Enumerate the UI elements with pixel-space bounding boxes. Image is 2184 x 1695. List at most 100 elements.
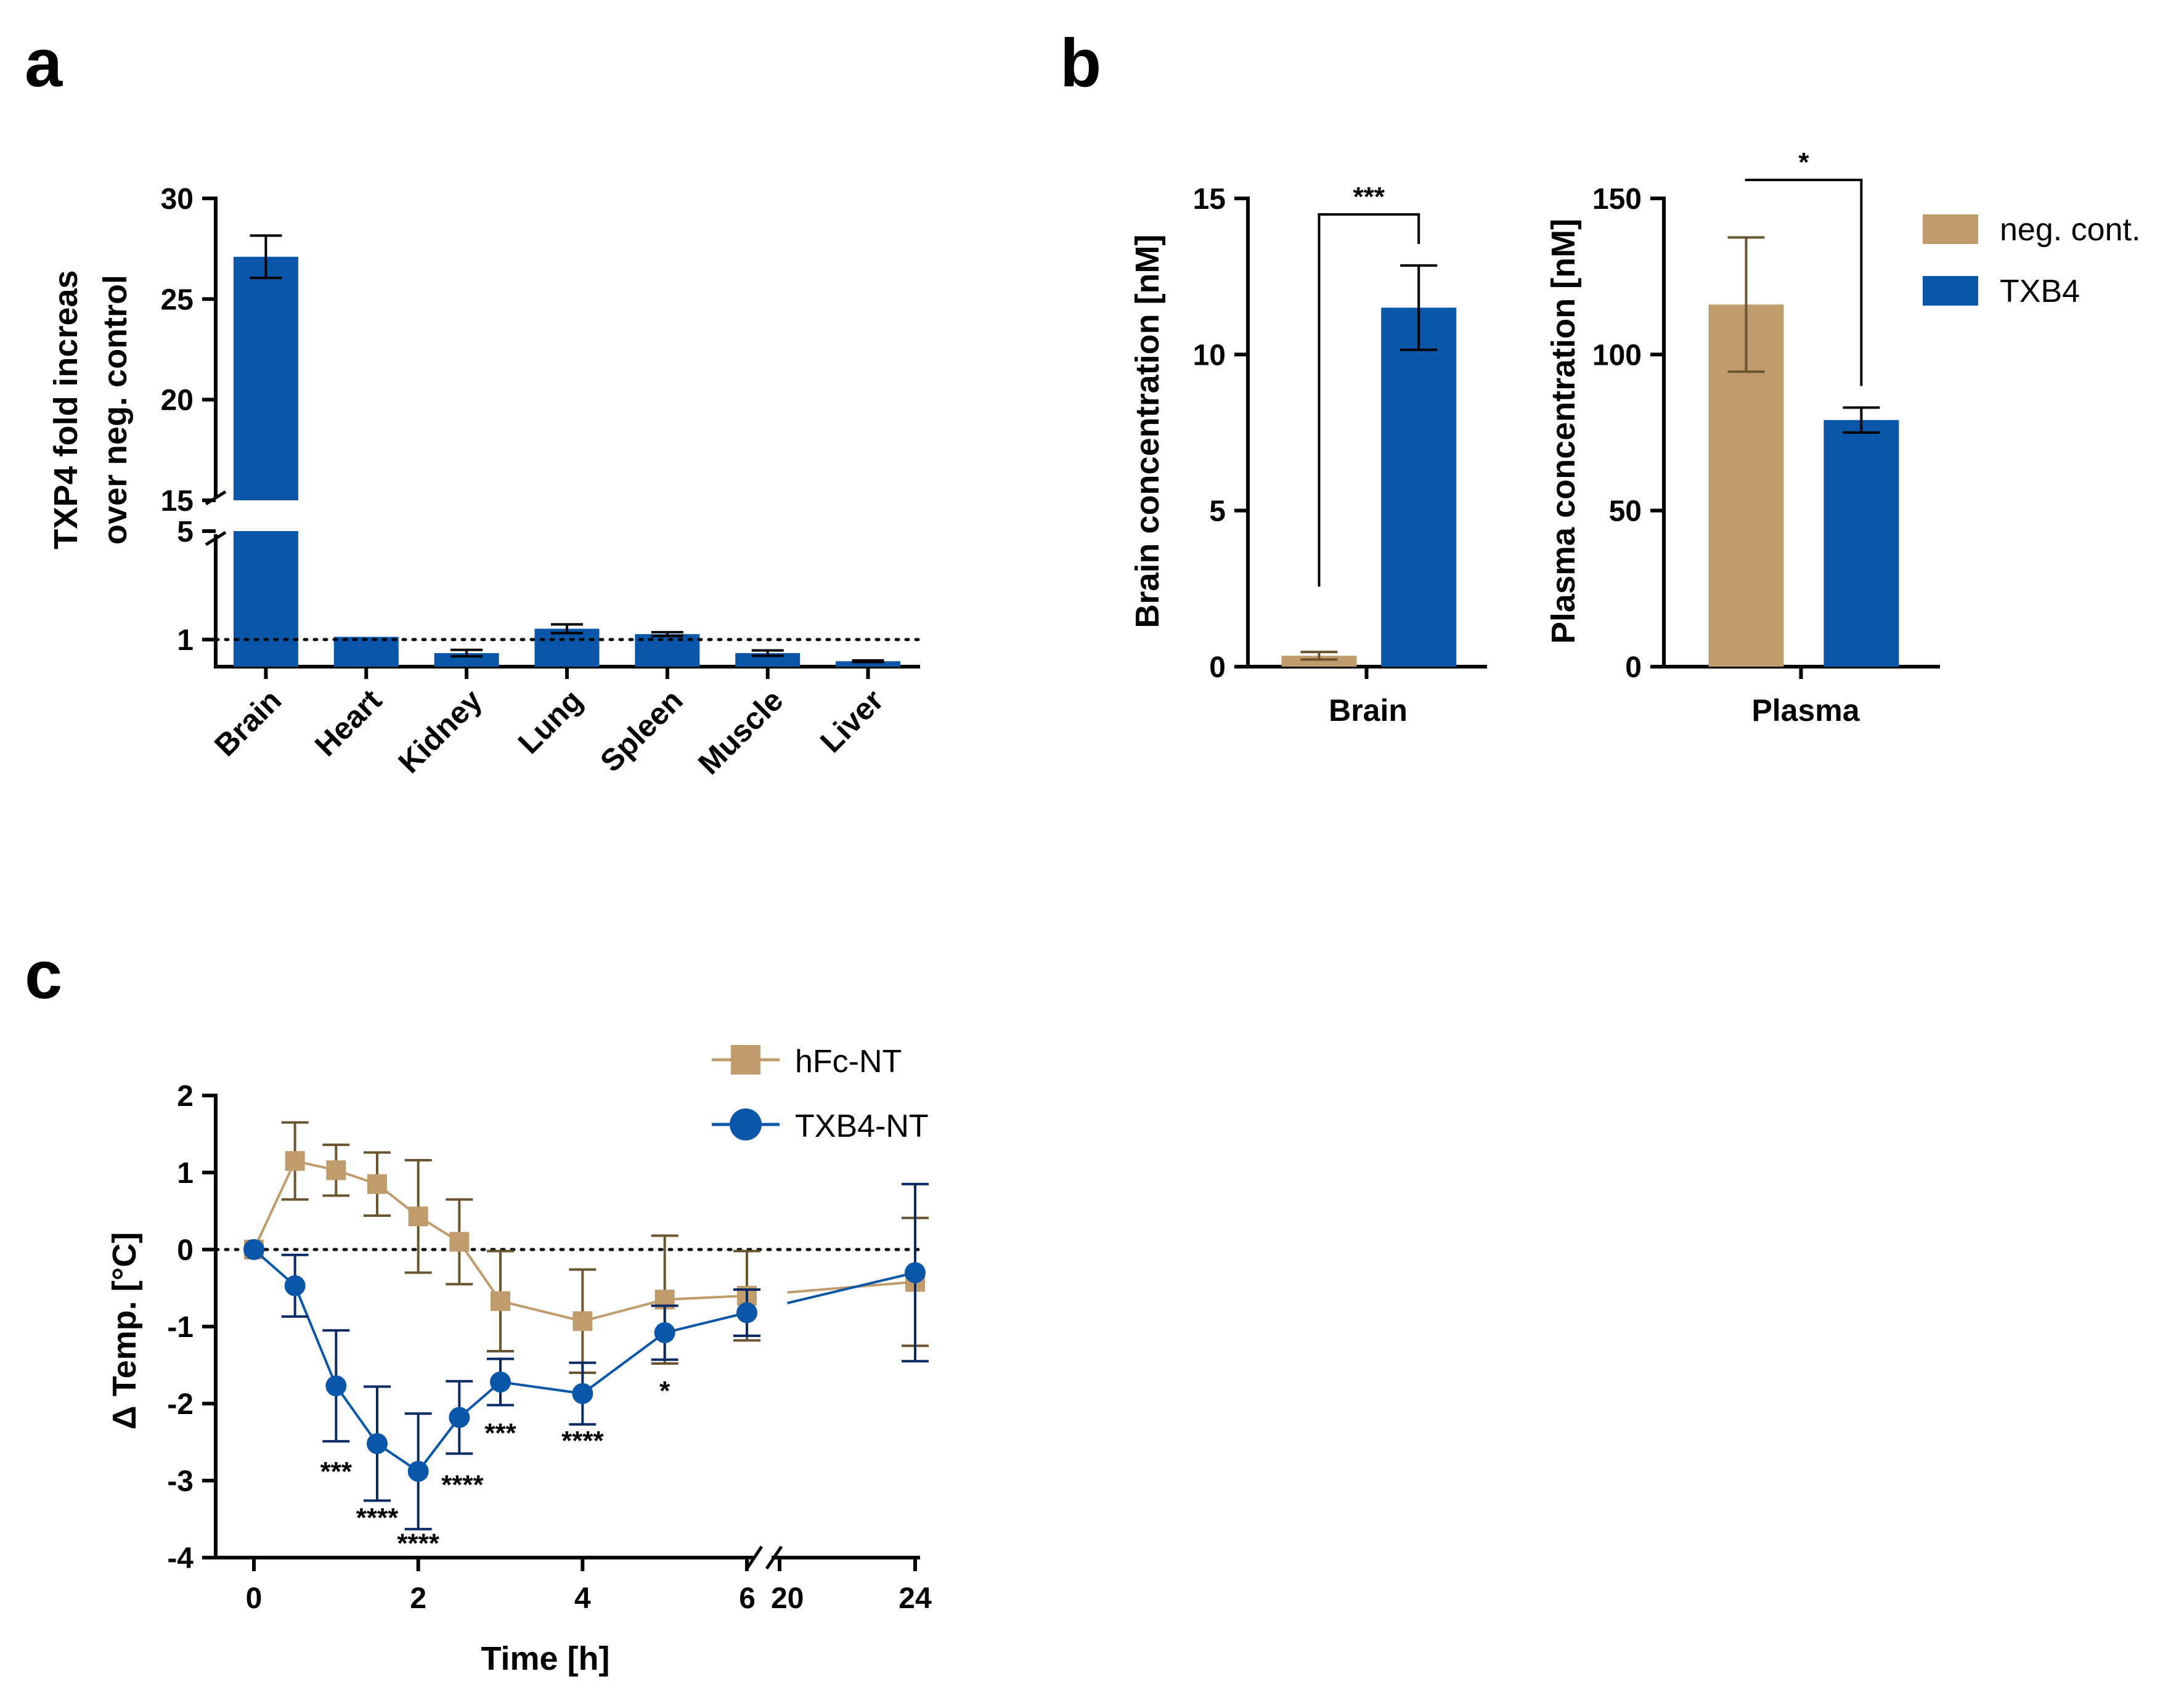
bar-muscle [735, 653, 801, 667]
legend-label-txb4-nt: TXB4-NT [795, 1108, 929, 1144]
panel-c-axis-break-mark-left [745, 1545, 764, 1570]
panel-c-ytick-label-2: 2 [177, 1080, 194, 1113]
panel-c-xtick-label-20: 20 [771, 1582, 804, 1615]
panel-c-xlabel: Time [h] [481, 1640, 609, 1677]
panel-b-plasma-ytick-label-100: 100 [1592, 339, 1642, 372]
panel-b-plasma-ytick-label-0: 0 [1625, 651, 1642, 684]
panel-b-plasma-xlabel: Plasma [1751, 693, 1860, 728]
series-txb4-nt-point-10 [905, 1262, 926, 1283]
panel-c-significance-label-4: *** [484, 1418, 516, 1449]
panel-b-brain-chart: Brain concentration [nM] Brain 0 5 10 15 *** [1129, 182, 1487, 728]
panel-b-brain-ytick-label-10: 10 [1193, 339, 1226, 372]
series-hfc-nt-line [253, 1159, 748, 1323]
panel-b-brain-xlabel: Brain [1329, 693, 1408, 728]
panel-b-brain-bar-txb4 [1381, 307, 1457, 667]
series-hfc-nt-point-4 [408, 1206, 428, 1227]
panel-c-xtick-label-24: 24 [898, 1582, 932, 1615]
panel-c-ytick-label-1: 1 [177, 1157, 194, 1190]
panel-b-legend: neg. cont. TXB4 [1923, 212, 2140, 309]
series-txb4-nt-point-2 [325, 1375, 347, 1397]
panel-b-plasma-ytick-label-50: 50 [1609, 495, 1642, 528]
panel-a-ytick-label-25: 25 [161, 283, 194, 316]
series-txb4-nt-point-1 [284, 1275, 306, 1296]
panel-b-plasma-chart: Plasma concentration [nM] Plasma 0 50 100 1… [1545, 147, 1940, 728]
panel-c-xtick-label-2: 2 [410, 1582, 426, 1615]
panel-letter-c: c [25, 937, 62, 1013]
series-txb4-nt-line-after-break [787, 1271, 916, 1304]
panel-c-significance-label-0: *** [320, 1457, 352, 1487]
legend-marker-txb4-nt [730, 1108, 762, 1140]
bar-brain-lower [233, 531, 298, 667]
panel-b-brain-ytick-label-0: 0 [1209, 651, 1226, 684]
panel-b-plasma-significance-label: * [1798, 147, 1809, 177]
series-txb4-nt-point-5 [449, 1407, 470, 1428]
panel-a-category-label-heart: Heart [308, 683, 388, 763]
panel-c-chart: Δ Temp. [°C] Time [h] 210-1-2-3-40 2 4 6 20 2… [106, 1080, 932, 1677]
bar-brain [233, 256, 298, 500]
series-txb4-nt-point-3 [367, 1433, 388, 1454]
series-txb4-nt-point-0 [243, 1239, 264, 1260]
panel-a-ytick-label-5: 5 [177, 516, 194, 548]
series-hfc-nt-point-6 [491, 1291, 510, 1311]
panel-c-ytick-label--3: -3 [167, 1465, 194, 1498]
panel-letter-a: a [25, 25, 63, 101]
bar-heart [333, 636, 399, 667]
panel-c-significance-label-1: **** [356, 1503, 399, 1533]
panel-b-brain-ytick-label-15: 15 [1193, 183, 1226, 216]
panel-c-ylabel: Δ Temp. [°C] [106, 1232, 143, 1429]
panel-c-ytick-label--4: -4 [167, 1542, 194, 1575]
panel-c-significance-label-6: * [659, 1376, 670, 1406]
series-hfc-nt-point-2 [326, 1160, 346, 1181]
panel-c-legend: hFc-NT TXB4-NT [712, 1044, 929, 1144]
series-hfc-nt-point-3 [367, 1174, 387, 1194]
panel-b-brain-ytick-label-5: 5 [1209, 495, 1226, 528]
legend-label-hfc-nt: hFc-NT [795, 1044, 902, 1079]
series-txb4-nt-point-8 [654, 1322, 675, 1343]
panel-a-category-label-kidney: Kidney [391, 683, 489, 780]
panel-c-xtick-label-6: 6 [739, 1582, 756, 1615]
legend-marker-hfc-nt [731, 1045, 760, 1075]
panel-a-category-label-lung: Lung [511, 683, 589, 760]
panel-b-brain-ylabel: Brain concentration [nM] [1129, 234, 1166, 628]
panel-a-ylabel-line2: over neg. control [97, 275, 134, 545]
panel-c-ytick-label--1: -1 [167, 1311, 194, 1344]
bar-liver [836, 661, 901, 667]
panel-c-xtick-label-4: 4 [574, 1582, 591, 1615]
panel-b-brain-significance-label: *** [1353, 182, 1385, 212]
bar-lung [534, 628, 600, 667]
panel-b-plasma-ylabel: Plasma concentration [nM] [1545, 219, 1582, 644]
panel-c-ytick-label--2: -2 [167, 1388, 194, 1421]
series-txb4-nt-point-9 [736, 1302, 757, 1323]
panel-a-ytick-label-30: 30 [161, 183, 194, 216]
legend-label-txb4: TXB4 [2000, 274, 2080, 309]
panel-c-significance-label-5: **** [561, 1426, 604, 1456]
panel-b-plasma-ytick-label-150: 150 [1592, 183, 1642, 216]
panel-a-category-label-brain: Brain [208, 683, 288, 763]
panel-c-significance-label-2: **** [397, 1528, 439, 1558]
panel-b-plasma-significance-bracket [1745, 179, 1863, 386]
panel-a-chart: TXP4 fold increas over neg. control 15 20… [47, 183, 920, 781]
panel-a-axis-break-mark-lower [205, 530, 227, 547]
panel-a-category-label-liver: Liver [813, 683, 890, 759]
panel-a-ylabel-line1: TXP4 fold increas [47, 270, 84, 549]
panel-c-ytick-label-0: 0 [177, 1234, 194, 1267]
panel-b-plasma-bar-txb4 [1823, 420, 1899, 667]
series-txb4-nt-point-7 [572, 1383, 593, 1404]
bar-kidney [434, 653, 499, 667]
panel-b-brain-bar-neg-cont [1281, 656, 1357, 667]
series-hfc-nt-point-7 [572, 1311, 593, 1331]
panel-a-ytick-label-20: 20 [161, 384, 194, 417]
legend-swatch-neg-cont [1923, 214, 1978, 244]
series-hfc-nt-point-1 [285, 1151, 305, 1171]
series-txb4-nt-point-6 [490, 1372, 511, 1392]
panel-a-category-label-spleen: Spleen [593, 683, 690, 779]
panel-b-brain-significance-bracket [1318, 213, 1420, 587]
panel-a-category-label-muscle: Muscle [691, 683, 789, 781]
panel-letter-b: b [1060, 25, 1101, 101]
series-txb4-nt-line [253, 1248, 748, 1473]
series-txb4-nt-point-4 [407, 1461, 429, 1482]
panel-c-significance-label-3: **** [441, 1469, 484, 1500]
panel-c-axis-break-mark-right [765, 1545, 783, 1570]
panel-a-ytick-label-15: 15 [161, 485, 194, 518]
